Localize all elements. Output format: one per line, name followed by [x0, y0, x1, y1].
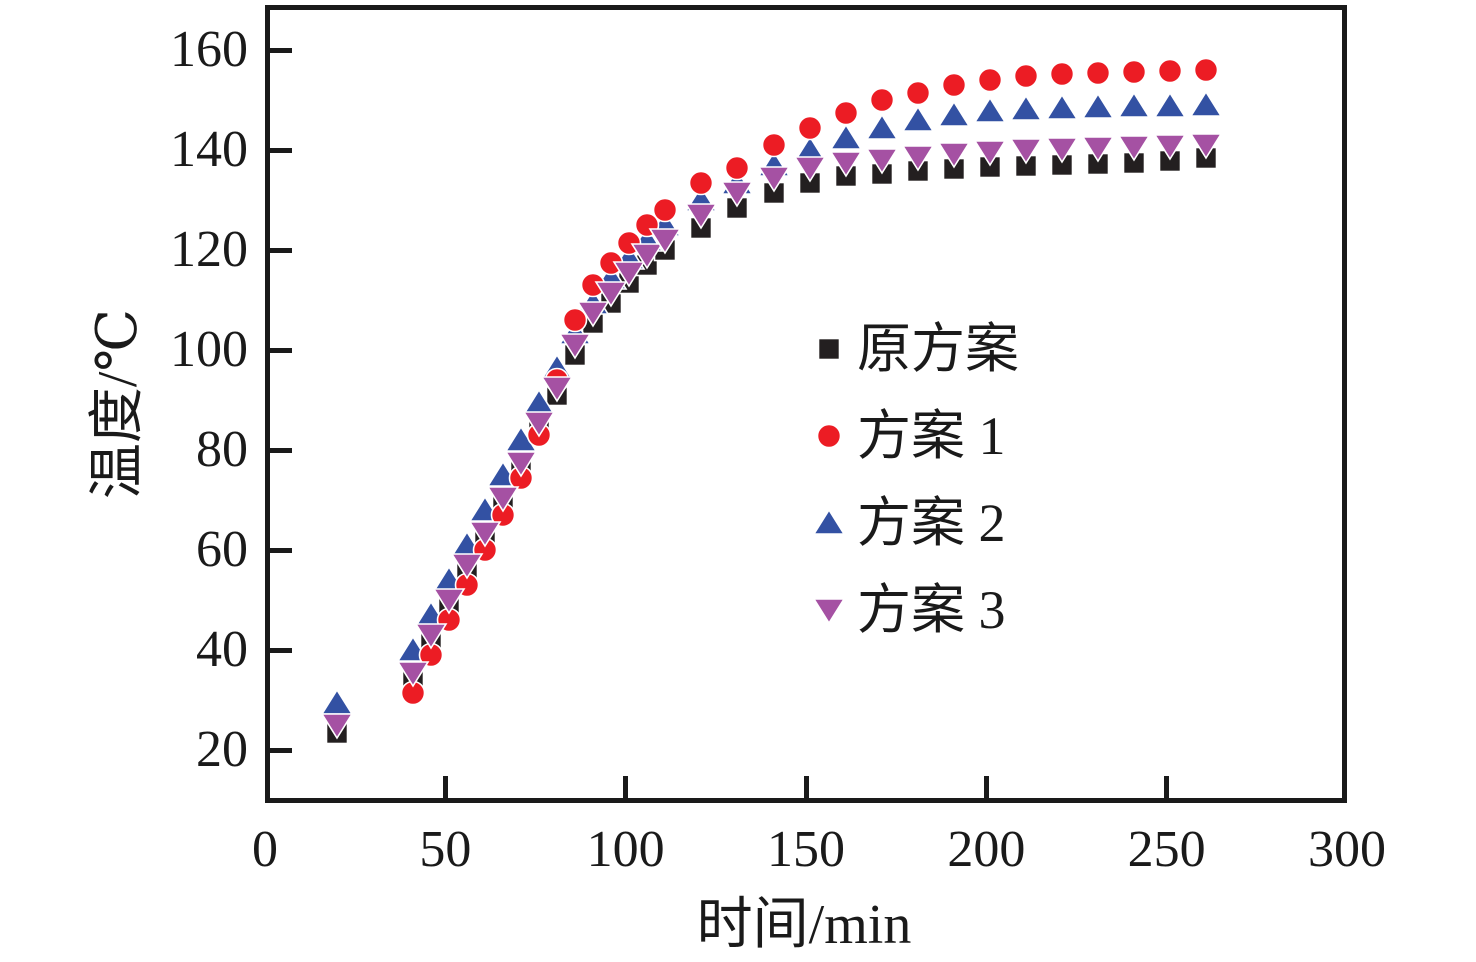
data-point-triangle-down [717, 173, 757, 218]
data-point-circle [717, 148, 757, 193]
data-point-triangle-down [1042, 129, 1082, 174]
data-point-triangle-down [537, 368, 577, 413]
data-point-triangle-down [826, 143, 866, 188]
plot-frame [265, 5, 1347, 803]
x-axis-tick [442, 776, 448, 798]
data-point-triangle-down [645, 220, 685, 265]
data-point-triangle-down [591, 273, 631, 318]
data-point-circle [1042, 54, 1082, 99]
data-point-triangle-down [627, 235, 667, 280]
x-tick-label: 0 [252, 821, 278, 878]
x-axis-tick [1164, 776, 1170, 798]
data-point-triangle-up [1006, 89, 1046, 134]
y-axis-tick [270, 747, 292, 753]
y-tick-label: 40 [196, 621, 248, 678]
data-point-triangle-up [1078, 87, 1118, 132]
data-point-circle [898, 73, 938, 118]
y-tick-label: 120 [170, 221, 248, 278]
y-axis-tick [270, 247, 292, 253]
y-tick-label: 60 [196, 521, 248, 578]
data-point-triangle-down [754, 158, 794, 203]
data-point-triangle-down [317, 705, 357, 750]
data-point-triangle-down [519, 403, 559, 448]
data-point-triangle-down [573, 293, 613, 338]
data-point-circle [790, 108, 830, 153]
y-axis-tick [270, 147, 292, 153]
x-tick-label: 200 [947, 821, 1026, 878]
legend-label: 方案 3 [857, 580, 1006, 640]
y-tick-label: 140 [170, 121, 248, 178]
legend-square-icon [809, 329, 849, 374]
data-point-triangle-down [447, 545, 487, 590]
plot-area [265, 5, 1347, 803]
y-tick-label: 20 [196, 721, 248, 778]
data-point-triangle-up [1114, 86, 1154, 131]
x-tick-label: 50 [419, 821, 472, 878]
data-point-circle [1114, 52, 1154, 97]
data-point-circle [970, 60, 1010, 105]
data-point-triangle-down [393, 653, 433, 698]
data-point-triangle-down [555, 325, 595, 370]
data-point-circle [826, 93, 866, 138]
data-point-triangle-up [934, 95, 974, 140]
data-point-triangle-down [429, 580, 469, 625]
x-tick-label: 250 [1127, 821, 1206, 878]
x-axis-tick [983, 776, 989, 798]
data-point-triangle-down [862, 140, 902, 185]
x-axis-tick [803, 776, 809, 798]
x-axis-tick [623, 776, 629, 798]
data-point-circle [862, 80, 902, 125]
data-point-triangle-up [862, 108, 902, 153]
data-point-triangle-down [483, 478, 523, 523]
data-point-triangle-down [465, 513, 505, 558]
y-axis-tick [270, 547, 292, 553]
data-point-triangle-up [898, 100, 938, 145]
data-point-triangle-down [681, 195, 721, 240]
data-point-circle [1150, 51, 1190, 96]
data-point-triangle-down [1078, 128, 1118, 173]
x-tick-label: 100 [586, 821, 665, 878]
data-point-circle [1078, 53, 1118, 98]
legend-triangle-down-icon [809, 590, 849, 635]
y-axis-tick [270, 47, 292, 53]
data-point-triangle-up [1042, 88, 1082, 133]
data-point-triangle-down [1186, 125, 1226, 170]
data-point-circle [1006, 56, 1046, 101]
y-tick-label: 100 [170, 321, 248, 378]
data-point-triangle-down [1006, 130, 1046, 175]
data-point-triangle-down [411, 615, 451, 660]
x-tick-label: 150 [767, 821, 845, 878]
data-point-triangle-up [1186, 85, 1226, 130]
data-point-circle [1186, 50, 1226, 95]
x-tick-label: 300 [1308, 821, 1386, 878]
legend-triangle-up-icon [809, 503, 849, 548]
data-point-triangle-down [1114, 127, 1154, 172]
x-axis-title: 时间/min [696, 894, 912, 956]
y-tick-label: 80 [196, 421, 248, 478]
data-point-circle [681, 163, 721, 208]
data-point-triangle-down [609, 253, 649, 298]
data-point-circle [555, 300, 595, 345]
legend-label: 原方案 [857, 319, 1019, 379]
data-point-triangle-down [1150, 126, 1190, 171]
data-point-triangle-up [826, 118, 866, 163]
y-axis-tick [270, 447, 292, 453]
data-point-triangle-down [790, 148, 830, 193]
data-point-triangle-up [1150, 86, 1190, 131]
data-point-circle [934, 65, 974, 110]
legend-label: 方案 1 [857, 406, 1006, 466]
legend-circle-icon [809, 416, 849, 461]
data-point-triangle-down [970, 132, 1010, 177]
data-point-circle [754, 125, 794, 170]
legend-label: 方案 2 [857, 493, 1006, 553]
data-point-triangle-down [898, 137, 938, 182]
data-point-circle [645, 190, 685, 235]
y-axis-tick [270, 347, 292, 353]
data-point-triangle-up [970, 91, 1010, 136]
y-tick-label: 160 [170, 21, 248, 78]
data-point-triangle-down [501, 443, 541, 488]
y-axis-tick [270, 647, 292, 653]
data-point-triangle-down [934, 134, 974, 179]
